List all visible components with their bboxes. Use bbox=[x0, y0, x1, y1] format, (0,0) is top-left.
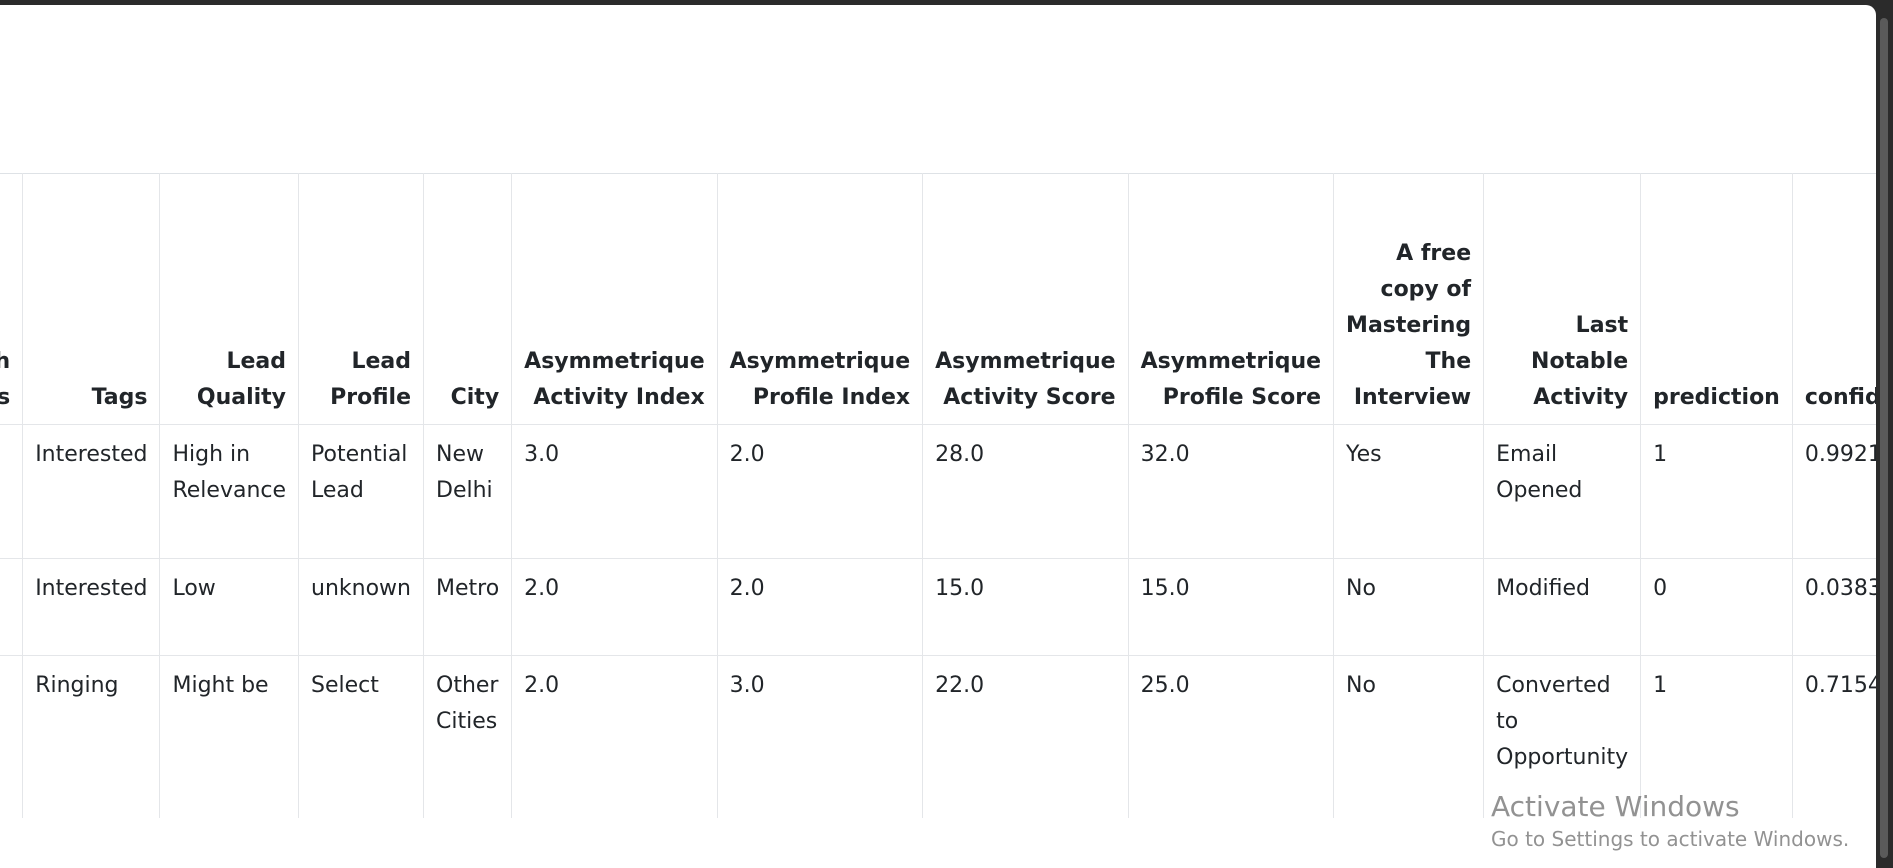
column-header-asymmetrique-activity-score: Asymmetrique Activity Score bbox=[922, 173, 1129, 425]
table-cell bbox=[0, 655, 24, 818]
results-table-container: ough tions Tags Lead Quality Lead Profil… bbox=[0, 173, 1876, 818]
table-cell: Interested bbox=[22, 424, 161, 559]
table-cell: Yes bbox=[1333, 424, 1485, 559]
table-cell: Other Cities bbox=[422, 655, 513, 818]
table-cell: 15.0 bbox=[922, 558, 1129, 656]
table-cell: 25.0 bbox=[1127, 655, 1335, 818]
table-cell: 3.0 bbox=[716, 655, 924, 818]
table-cell: New Delhi bbox=[422, 424, 513, 559]
scrollbar-thumb[interactable] bbox=[1880, 18, 1888, 858]
table-cell: 3.0 bbox=[511, 424, 718, 559]
header-row: ough tions Tags Lead Quality Lead Profil… bbox=[0, 173, 1876, 425]
table-cell: 1 bbox=[1640, 424, 1793, 559]
column-header-lead-profile: Lead Profile bbox=[298, 173, 424, 425]
table-cell: 28.0 bbox=[922, 424, 1129, 559]
table-cell: 22.0 bbox=[922, 655, 1129, 818]
table-cell bbox=[0, 558, 24, 656]
table-cell: Might be bbox=[159, 655, 300, 818]
table-row: Ringing Might be Select Other Cities 2.0… bbox=[0, 655, 1876, 818]
table-cell: Ringing bbox=[22, 655, 161, 818]
table-row: Interested Low unknown Metro 2.0 2.0 15.… bbox=[0, 558, 1876, 656]
table-cell: 0.0383 bbox=[1791, 558, 1876, 656]
results-table: ough tions Tags Lead Quality Lead Profil… bbox=[0, 173, 1876, 818]
column-header-asymmetrique-activity-index: Asymmetrique Activity Index bbox=[511, 173, 718, 425]
table-cell: 2.0 bbox=[511, 558, 718, 656]
column-header-asymmetrique-profile-score: Asymmetrique Profile Score bbox=[1127, 173, 1335, 425]
table-cell: 2.0 bbox=[511, 655, 718, 818]
table-cell: 0 bbox=[1640, 558, 1793, 656]
column-header-last-notable-activity: Last Notable Activity bbox=[1483, 173, 1642, 425]
table-cell: 2.0 bbox=[716, 558, 924, 656]
column-header-asymmetrique-profile-index: Asymmetrique Profile Index bbox=[716, 173, 924, 425]
results-panel: ough tions Tags Lead Quality Lead Profil… bbox=[0, 5, 1876, 868]
table-cell: 32.0 bbox=[1127, 424, 1335, 559]
table-cell: Interested bbox=[22, 558, 161, 656]
table-cell: Converted to Opportunity bbox=[1483, 655, 1642, 818]
table-cell: 0.7154 bbox=[1791, 655, 1876, 818]
column-header-free-copy-mastering-interview: A free copy of Mastering The Interview bbox=[1333, 173, 1485, 425]
table-cell: High in Relevance bbox=[159, 424, 300, 559]
column-header-tags: Tags bbox=[22, 173, 161, 425]
vertical-scrollbar[interactable] bbox=[1876, 0, 1893, 868]
column-header-through-promotions: ough tions bbox=[0, 173, 24, 425]
table-cell: Potential Lead bbox=[298, 424, 424, 559]
table-cell: No bbox=[1333, 655, 1485, 818]
table-cell: 2.0 bbox=[716, 424, 924, 559]
table-cell: Modified bbox=[1483, 558, 1642, 656]
table-cell: unknown bbox=[298, 558, 424, 656]
column-header-lead-quality: Lead Quality bbox=[159, 173, 300, 425]
table-cell: No bbox=[1333, 558, 1485, 656]
table-cell: 1 bbox=[1640, 655, 1793, 818]
table-cell: 15.0 bbox=[1127, 558, 1335, 656]
table-row: Interested High in Relevance Potential L… bbox=[0, 424, 1876, 559]
column-header-city: City bbox=[422, 173, 513, 425]
table-cell: Select bbox=[298, 655, 424, 818]
table-cell: Low bbox=[159, 558, 300, 656]
table-cell: Metro bbox=[422, 558, 513, 656]
table-cell bbox=[0, 424, 24, 559]
table-cell: Email Opened bbox=[1483, 424, 1642, 559]
column-header-prediction: prediction bbox=[1640, 173, 1793, 425]
column-header-confidence: confidence bbox=[1791, 173, 1876, 425]
table-cell: 0.9921 bbox=[1791, 424, 1876, 559]
